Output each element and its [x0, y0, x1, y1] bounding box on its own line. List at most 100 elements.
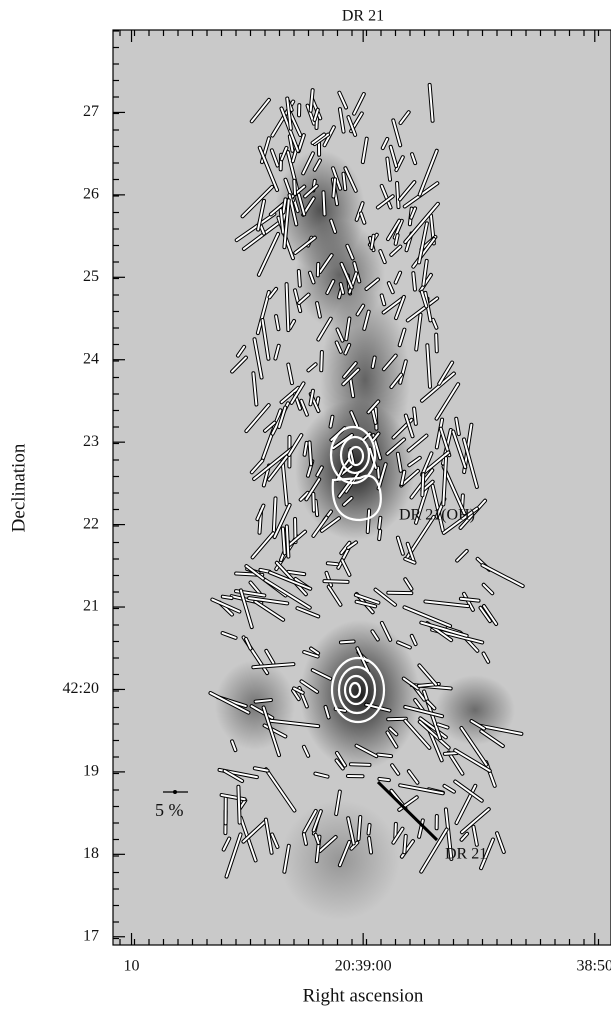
pointer-line: [376, 780, 439, 842]
vector: [378, 777, 390, 782]
vector: [264, 421, 276, 432]
minor-ticks: [113, 30, 600, 945]
vector: [317, 317, 332, 341]
vector: [403, 606, 452, 627]
vector: [420, 290, 428, 308]
vector: [386, 438, 406, 455]
vector: [455, 417, 460, 436]
vector: [335, 759, 344, 770]
vector: [286, 151, 300, 196]
vector: [367, 400, 380, 414]
vector: [342, 172, 347, 191]
vector: [279, 209, 285, 234]
vector: [431, 484, 444, 532]
vector: [426, 700, 436, 710]
vector: [356, 647, 370, 673]
vector: [235, 212, 276, 242]
vector: [337, 547, 350, 569]
vector: [390, 245, 402, 256]
vector: [251, 532, 275, 559]
vector: [395, 156, 404, 172]
vector: [386, 157, 392, 181]
vector: [310, 647, 320, 655]
vector: [481, 564, 524, 588]
vector: [326, 280, 335, 295]
vector: [413, 407, 417, 425]
vector: [300, 399, 308, 416]
y-tick-label: 42:20: [63, 680, 99, 697]
vector: [370, 234, 375, 250]
vector: [296, 607, 320, 618]
vector: [312, 810, 322, 832]
vector: [392, 119, 402, 147]
vector: [338, 91, 348, 109]
vector: [256, 290, 270, 335]
vector: [309, 389, 314, 406]
vector: [299, 491, 309, 501]
vector: [293, 687, 304, 694]
vector: [479, 606, 491, 623]
vector: [371, 630, 379, 641]
vector: [355, 744, 378, 758]
vector: [372, 432, 380, 442]
vector: [342, 496, 353, 506]
y-tick-label: 27: [83, 103, 99, 120]
vector: [294, 289, 302, 313]
vector: [463, 592, 474, 611]
vector: [444, 808, 453, 860]
emission-blob: [295, 400, 415, 540]
vector: [231, 740, 237, 752]
x-tick-label: 10: [124, 958, 140, 975]
vector: [314, 772, 329, 778]
vector: [418, 720, 450, 749]
vector: [442, 457, 448, 506]
vector: [422, 259, 428, 286]
vector: [380, 184, 392, 209]
vector: [435, 333, 438, 353]
vector: [371, 356, 376, 368]
vector: [454, 749, 491, 772]
vector: [410, 634, 417, 646]
vector: [283, 199, 290, 249]
vector: [402, 677, 419, 690]
vector: [297, 269, 301, 287]
vector: [312, 492, 315, 512]
vector: [259, 568, 271, 573]
vector: [460, 832, 469, 841]
vector: [319, 254, 333, 273]
vector: [280, 386, 300, 404]
vector: [496, 832, 505, 853]
vector: [396, 536, 404, 555]
vector: [421, 473, 425, 497]
vector: [348, 272, 358, 294]
vector: [389, 145, 398, 168]
vector: [236, 345, 246, 357]
vector: [338, 477, 354, 498]
vector: [470, 720, 486, 730]
vector: [398, 181, 416, 201]
vector: [341, 559, 351, 576]
vector: [302, 152, 314, 175]
vector: [391, 764, 400, 775]
vector: [271, 833, 279, 848]
vector: [356, 304, 365, 316]
emission-blob: [215, 660, 295, 750]
vector: [221, 595, 233, 600]
vector: [314, 499, 319, 517]
vector: [308, 441, 313, 466]
vector: [367, 823, 371, 835]
vector: [414, 486, 429, 524]
chart-title: DR 21: [342, 8, 384, 25]
vector: [361, 137, 368, 164]
vector: [253, 767, 269, 772]
vector: [404, 705, 444, 718]
vector: [302, 833, 307, 845]
y-tick-label: 17: [83, 927, 99, 944]
vector: [288, 434, 303, 456]
vector: [323, 580, 349, 583]
vector: [324, 705, 330, 719]
vector: [418, 819, 424, 838]
vector: [313, 108, 319, 121]
vector: [460, 726, 488, 766]
